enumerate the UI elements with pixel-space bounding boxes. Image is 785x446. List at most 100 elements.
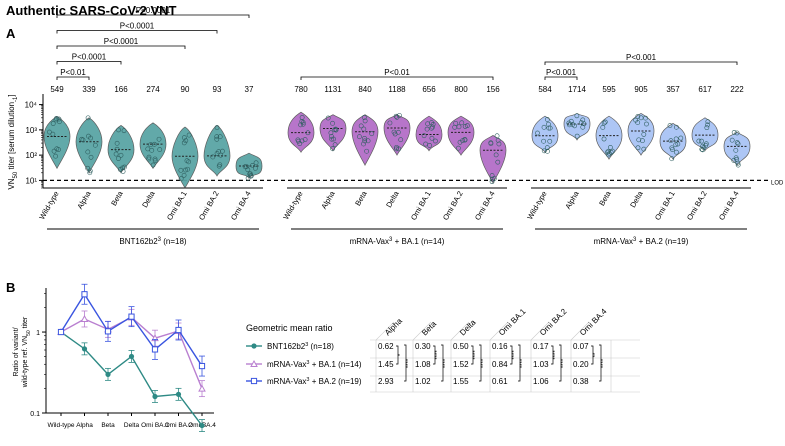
data-point [181,135,187,141]
data-point [220,148,225,154]
gmt-label: 1131 [324,85,342,94]
table-cell: 0.07 [573,342,589,351]
series-line [60,331,203,426]
data-point [244,164,250,170]
significance-bracket [471,345,474,365]
data-point [146,154,152,160]
data-point [157,147,163,152]
data-point [330,146,336,152]
violin-shape [75,117,103,174]
column-header: Omi BA.4 [578,306,609,337]
violin-shape [563,112,591,141]
data-point [253,165,258,171]
data-point [547,138,553,144]
data-point [731,130,737,135]
data-point [185,166,191,172]
x-tick-label: Omi BA.1 [165,190,189,222]
table-cell: 1.02 [415,377,431,386]
p-value-label: P<0.001 [626,53,657,62]
table-cell: 1.03 [533,360,549,369]
x-tick-label: Beta [101,422,115,429]
significance-label: **** [406,358,412,368]
data-point [178,167,184,173]
data-point [128,353,135,360]
data-point [729,137,735,143]
data-point [568,118,574,124]
data-point [460,138,466,144]
significance-bracket [599,344,602,382]
violin-shape [479,135,507,184]
gmt-label: 840 [358,85,372,94]
x-tick-label: Alpha [563,189,581,211]
data-point [602,119,608,125]
data-point [175,391,182,397]
significance-bracket [510,345,513,365]
gmt-label: 1714 [568,85,586,94]
data-point [635,145,641,151]
data-point [544,145,550,151]
significance-bracket [56,76,90,80]
gmt-label: 339 [82,85,96,94]
data-point [607,145,613,150]
significance-label: **** [561,358,567,368]
data-point [544,117,550,122]
data-point [734,130,740,136]
p-value-label: P<0.0001 [120,22,155,31]
x-tick-label: Wild-type [525,190,548,222]
gmt-label: 166 [114,85,128,94]
data-point [120,168,126,174]
data-point [305,130,311,136]
data-point [495,159,501,165]
data-point [700,147,706,153]
x-tick-label: Omi BA.2 [441,190,465,222]
y-axis-title: Ratio of variant/wild-type ref. VN50 tit… [13,316,32,388]
text-part: (n=18) [161,237,187,246]
data-point [183,167,188,173]
x-tick-label: Wild-type [47,422,74,429]
text-part: 50 [13,171,19,178]
data-point [362,135,367,141]
text-part: titer [22,316,29,330]
violin-shape [351,114,379,166]
gmt-label: 617 [698,85,712,94]
gmt-label: 905 [634,85,648,94]
data-point [541,124,547,130]
p-value-label: P<0.01 [60,68,86,77]
gmt-label: 656 [422,85,436,94]
data-point [88,154,94,160]
data-point [735,162,741,168]
text-part: 3 [389,237,393,243]
text-part: Ratio of variant/ [13,327,20,376]
data-point [105,371,111,377]
gmt-label: 93 [213,85,222,94]
significance-label: **** [443,358,449,368]
violin-panel: 10¹ 10² 10³ 10⁴ VN50 titer [serum dilution-1… [7,6,784,246]
data-point [50,131,56,137]
data-point [574,113,580,119]
data-point [668,138,674,144]
text-part: mRNA-Vax [267,360,306,369]
data-point [85,149,91,155]
data-point [601,136,607,142]
panel-b-label: B [6,280,15,295]
p-value-label: P<0.0001 [136,6,171,15]
data-point [362,138,368,144]
violin-shape [531,115,559,154]
data-point [733,155,739,161]
legend-label: mRNA-Vax3 + BA.2 (n=19) [267,377,362,386]
table-title: Geometric mean ratio [246,323,333,333]
text-part: + BA.1 (n=14) [309,360,361,369]
data-point [118,152,124,158]
table-cell: 0.30 [415,342,431,351]
data-point [114,140,120,146]
data-point [358,123,364,129]
significance-label: **** [481,358,487,368]
data-point [545,148,550,154]
text-part: (n=18) [308,342,334,351]
data-point [92,142,98,148]
x-tick-label: Delta [628,189,645,209]
data-point [330,120,335,126]
data-point [541,148,547,154]
data-point [79,136,85,142]
data-point [387,120,393,126]
